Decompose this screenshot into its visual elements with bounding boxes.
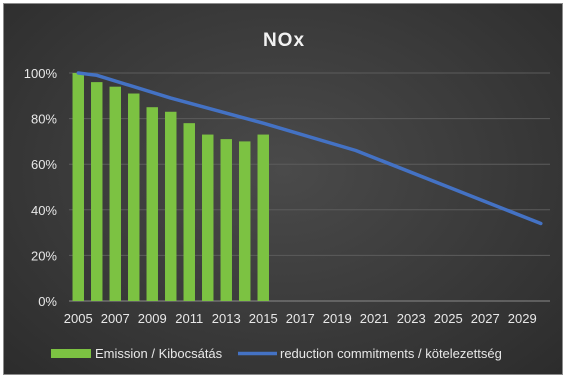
x-tick-label: 2019 [323, 311, 352, 326]
emission-bar [257, 134, 269, 301]
x-tick-label: 2007 [101, 311, 130, 326]
gridlines [69, 72, 550, 302]
legend: Emission / Kibocsátás reduction commitme… [51, 346, 502, 361]
x-tick-label: 2015 [249, 311, 278, 326]
legend-label-emission: Emission / Kibocsátás [95, 346, 223, 361]
x-tick-label: 2005 [64, 311, 93, 326]
emission-bar [239, 141, 251, 301]
commitment-line-group [76, 71, 543, 226]
emission-bar [183, 123, 195, 301]
emission-bar [91, 82, 103, 302]
y-tick-label: 100% [24, 66, 58, 81]
x-tick-label: 2027 [471, 311, 500, 326]
x-tick-label: 2013 [212, 311, 241, 326]
x-tick-label: 2023 [397, 311, 426, 326]
x-tick-label: 2011 [175, 311, 203, 326]
y-tick-label: 20% [31, 248, 57, 263]
x-tick-label: 2029 [508, 311, 537, 326]
emission-bar [220, 139, 232, 301]
emission-bar [165, 111, 177, 301]
emission-bar [202, 134, 214, 301]
y-tick-label: 40% [31, 203, 57, 218]
y-tick-label: 80% [31, 112, 57, 127]
x-tick-label: 2017 [286, 311, 315, 326]
x-tick-label: 2009 [138, 311, 167, 326]
emission-bar [146, 107, 158, 301]
commitment-line [76, 71, 543, 226]
nox-chart: NOx 0%20%40%60%80%100% 2005 2007 2009 2011 2… [24, 30, 550, 361]
chart-title: NOx [263, 30, 305, 51]
x-tick-label: 2025 [434, 311, 463, 326]
emission-bar [72, 73, 84, 301]
y-tick-label: 60% [31, 157, 57, 172]
x-axis: 2005 2007 2009 2011 2013 2015 2017 2019 2021 2023… [64, 311, 537, 326]
y-axis: 0% 20% 40% 60% 80% 100% [24, 66, 58, 309]
emission-bar [128, 93, 140, 302]
x-tick-label: 2021 [360, 311, 389, 326]
emission-bar [109, 86, 121, 302]
emission-bars [72, 73, 269, 302]
y-tick-label: 0% [38, 294, 57, 309]
legend-label-commitment: reduction commitments / kötelezettség [280, 346, 502, 361]
legend-swatch-emission [51, 349, 91, 358]
chart-area: NOx 0% 20% 40% 60% 80% 100% 2005 2007 2009 2011 2… [3, 3, 563, 375]
